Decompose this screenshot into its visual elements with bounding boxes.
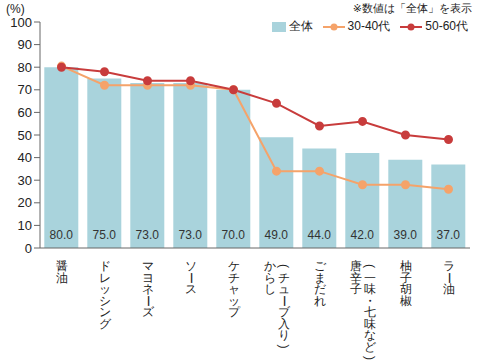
svg-text:ど: ど — [364, 340, 376, 354]
svg-text:子: 子 — [350, 282, 362, 296]
svg-text:入: 入 — [277, 316, 290, 331]
svg-text:グ: グ — [99, 317, 112, 331]
svg-text:80.0: 80.0 — [50, 228, 74, 242]
svg-text:レ: レ — [98, 270, 111, 285]
svg-text:だ: だ — [313, 282, 326, 296]
svg-text:39.0: 39.0 — [394, 228, 418, 242]
svg-text:唐: 唐 — [349, 259, 362, 273]
html-text:全体: 全体 — [288, 19, 313, 33]
svg-text:れ: れ — [314, 294, 326, 308]
svg-text:子: 子 — [399, 270, 412, 285]
svg-text:胡: 胡 — [399, 282, 412, 296]
html-text:50-60代: 50-60代 — [425, 19, 468, 33]
svg-text:30: 30 — [18, 173, 32, 188]
html-text:30-40代: 30-40代 — [347, 19, 391, 33]
svg-text:チ: チ — [277, 270, 290, 285]
svg-text:柚: 柚 — [399, 259, 412, 273]
svg-text:70.0: 70.0 — [222, 228, 246, 242]
svg-text:37.0: 37.0 — [437, 228, 461, 242]
svg-text:り: り — [278, 328, 290, 342]
svg-text:チ: チ — [227, 270, 240, 285]
svg-text:辛: 辛 — [349, 270, 362, 285]
svg-text:0: 0 — [25, 241, 32, 256]
svg-text:七: 七 — [363, 305, 376, 319]
svg-text:ド: ド — [98, 259, 111, 273]
svg-text:): ) — [363, 356, 377, 360]
svg-text:ラ: ラ — [442, 259, 455, 273]
svg-text:醤: 醤 — [55, 259, 68, 273]
svg-text:49.0: 49.0 — [265, 228, 289, 242]
svg-text:ま: ま — [313, 270, 326, 285]
svg-text:60: 60 — [18, 105, 32, 120]
svg-text:(: ( — [363, 264, 377, 268]
svg-text:椒: 椒 — [400, 294, 412, 308]
svg-text:ケ: ケ — [227, 259, 240, 273]
svg-text:10: 10 — [18, 218, 32, 233]
svg-text:味: 味 — [363, 316, 376, 331]
svg-text:油: 油 — [56, 271, 68, 285]
svg-text:): ) — [277, 345, 291, 349]
svg-text:100: 100 — [10, 15, 32, 30]
svg-text:73.0: 73.0 — [179, 228, 203, 242]
svg-text:ー: ー — [276, 294, 291, 307]
svg-text:か: か — [263, 259, 276, 273]
svg-text:ー: ー — [140, 294, 155, 307]
svg-text:ッ: ッ — [98, 282, 111, 296]
svg-text:ッ: ッ — [227, 293, 240, 308]
svg-text:20: 20 — [18, 195, 32, 210]
svg-text:ー: ー — [441, 271, 456, 284]
svg-text:90: 90 — [18, 37, 32, 52]
svg-text:50: 50 — [18, 128, 32, 143]
svg-text:ネ: ネ — [141, 282, 154, 296]
svg-text:42.0: 42.0 — [351, 228, 375, 242]
svg-text:70: 70 — [18, 82, 32, 97]
svg-text:ス: ス — [185, 282, 197, 296]
svg-text:ソ: ソ — [184, 259, 197, 273]
svg-text:80: 80 — [18, 60, 32, 75]
svg-text:73.0: 73.0 — [136, 228, 160, 242]
svg-text:ャ: ャ — [227, 282, 240, 296]
svg-text:な: な — [363, 328, 376, 342]
svg-text:油: 油 — [443, 282, 455, 296]
svg-text:44.0: 44.0 — [308, 228, 332, 242]
svg-text:一: 一 — [363, 270, 376, 285]
svg-text:(: ( — [277, 264, 291, 268]
svg-text:40: 40 — [18, 150, 32, 165]
svg-text:プ: プ — [228, 305, 241, 319]
svg-text:ご: ご — [313, 259, 326, 273]
svg-text:75.0: 75.0 — [93, 228, 117, 242]
svg-text:ズ: ズ — [142, 305, 155, 319]
html-text:※数値は「全体」を表示: ※数値は「全体」を表示 — [352, 2, 472, 14]
svg-text:味: 味 — [363, 282, 376, 296]
svg-text:ブ: ブ — [277, 305, 290, 319]
svg-text:ー: ー — [183, 271, 198, 284]
svg-text:ン: ン — [98, 305, 111, 319]
svg-text:マ: マ — [141, 259, 154, 273]
svg-text:し: し — [264, 282, 276, 296]
svg-text:ヨ: ヨ — [141, 270, 154, 285]
svg-text:シ: シ — [98, 293, 111, 308]
svg-text:ら: ら — [263, 270, 276, 285]
svg-text:ュ: ュ — [277, 282, 290, 296]
